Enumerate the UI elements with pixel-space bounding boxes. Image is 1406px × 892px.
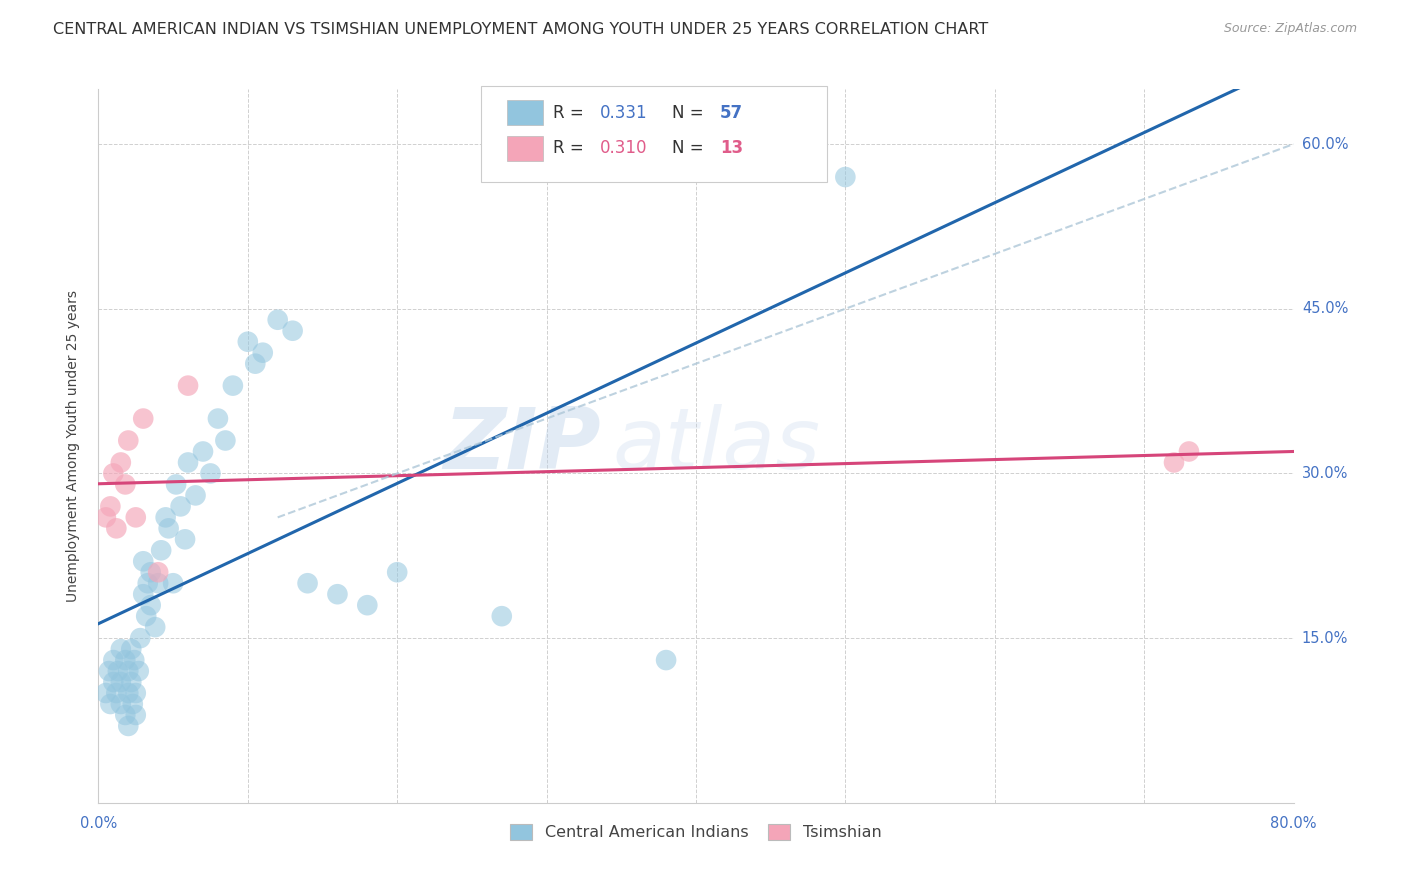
- Point: [132, 411, 155, 425]
- Point: [128, 664, 150, 678]
- Point: [252, 345, 274, 359]
- Point: [162, 576, 184, 591]
- Point: [132, 554, 155, 568]
- Point: [356, 598, 378, 612]
- Text: 57: 57: [720, 103, 742, 121]
- Legend: Central American Indians, Tsimshian: Central American Indians, Tsimshian: [502, 816, 890, 848]
- Point: [165, 477, 187, 491]
- Text: 60.0%: 60.0%: [1302, 136, 1348, 152]
- Text: atlas: atlas: [613, 404, 820, 488]
- Point: [125, 686, 148, 700]
- FancyBboxPatch shape: [481, 86, 828, 182]
- Point: [155, 510, 177, 524]
- Point: [110, 642, 132, 657]
- Text: R =: R =: [553, 139, 589, 157]
- Point: [157, 521, 180, 535]
- Point: [125, 510, 148, 524]
- Point: [184, 488, 207, 502]
- Point: [136, 576, 159, 591]
- Point: [117, 719, 139, 733]
- Point: [1163, 455, 1185, 469]
- Point: [121, 697, 143, 711]
- Point: [132, 587, 155, 601]
- Point: [174, 533, 197, 547]
- Point: [114, 477, 136, 491]
- Point: [177, 455, 200, 469]
- Point: [120, 675, 142, 690]
- Point: [117, 434, 139, 448]
- Point: [139, 598, 162, 612]
- Point: [214, 434, 236, 448]
- Point: [129, 631, 152, 645]
- Point: [110, 455, 132, 469]
- FancyBboxPatch shape: [508, 136, 543, 161]
- Point: [103, 675, 125, 690]
- Text: 13: 13: [720, 139, 742, 157]
- Point: [267, 312, 290, 326]
- Point: [124, 653, 146, 667]
- Point: [222, 378, 245, 392]
- Point: [114, 708, 136, 723]
- Point: [103, 653, 125, 667]
- Point: [105, 686, 128, 700]
- Point: [117, 664, 139, 678]
- Point: [94, 686, 117, 700]
- Point: [491, 609, 513, 624]
- Point: [139, 566, 162, 580]
- Text: 45.0%: 45.0%: [1302, 301, 1348, 317]
- Point: [297, 576, 319, 591]
- Point: [169, 500, 191, 514]
- Text: N =: N =: [672, 139, 709, 157]
- Point: [98, 697, 122, 711]
- Point: [207, 411, 229, 425]
- Point: [200, 467, 222, 481]
- Point: [103, 467, 125, 481]
- Point: [98, 500, 122, 514]
- Point: [1178, 444, 1201, 458]
- Text: N =: N =: [672, 103, 709, 121]
- Point: [97, 664, 120, 678]
- Point: [281, 324, 304, 338]
- Point: [94, 510, 117, 524]
- Text: Source: ZipAtlas.com: Source: ZipAtlas.com: [1223, 22, 1357, 36]
- Point: [135, 609, 157, 624]
- Point: [148, 566, 170, 580]
- Text: 15.0%: 15.0%: [1302, 631, 1348, 646]
- Point: [110, 697, 132, 711]
- Point: [105, 521, 128, 535]
- Point: [655, 653, 678, 667]
- Point: [326, 587, 349, 601]
- Point: [110, 675, 132, 690]
- Point: [125, 708, 148, 723]
- Point: [107, 664, 129, 678]
- Text: ZIP: ZIP: [443, 404, 600, 488]
- Point: [236, 334, 259, 349]
- Point: [385, 566, 409, 580]
- Point: [117, 686, 139, 700]
- Text: CENTRAL AMERICAN INDIAN VS TSIMSHIAN UNEMPLOYMENT AMONG YOUTH UNDER 25 YEARS COR: CENTRAL AMERICAN INDIAN VS TSIMSHIAN UNE…: [53, 22, 988, 37]
- Text: 30.0%: 30.0%: [1302, 466, 1348, 481]
- Text: 0.310: 0.310: [600, 139, 648, 157]
- FancyBboxPatch shape: [508, 100, 543, 125]
- Point: [114, 653, 136, 667]
- Point: [143, 620, 166, 634]
- Point: [150, 543, 173, 558]
- Point: [177, 378, 200, 392]
- Point: [191, 444, 214, 458]
- Y-axis label: Unemployment Among Youth under 25 years: Unemployment Among Youth under 25 years: [66, 290, 80, 602]
- Point: [148, 576, 170, 591]
- Point: [834, 169, 856, 184]
- Point: [245, 357, 267, 371]
- Text: 0.331: 0.331: [600, 103, 648, 121]
- Point: [120, 642, 142, 657]
- Text: R =: R =: [553, 103, 589, 121]
